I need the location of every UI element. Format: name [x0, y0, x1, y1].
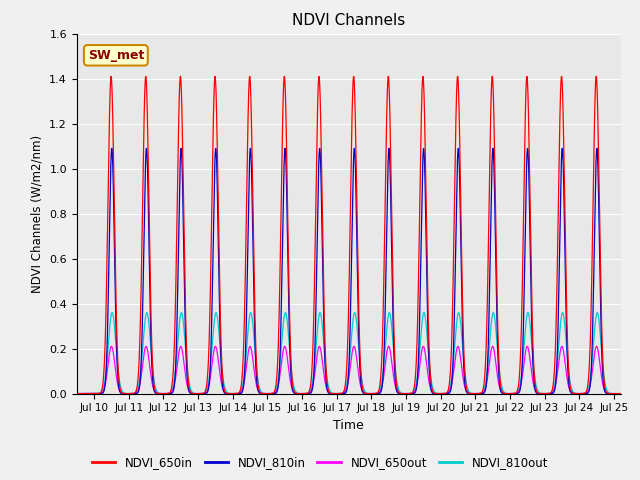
NDVI_650out [91, 391, 99, 396]
Line: NDVI_650in: NDVI_650in [60, 76, 640, 394]
X-axis label: Time: Time [333, 419, 364, 432]
NDVI_810in [58, 391, 66, 396]
NDVI_810out [91, 391, 99, 396]
NDVI_650in [56, 391, 63, 396]
NDVI_810out [614, 391, 621, 396]
NDVI_810in [614, 391, 621, 396]
NDVI_810in [281, 145, 289, 151]
NDVI_650out [171, 379, 179, 385]
Title: NDVI Channels: NDVI Channels [292, 13, 405, 28]
NDVI_810out [56, 391, 63, 396]
NDVI_650in [419, 73, 427, 79]
NDVI_810out [108, 310, 116, 315]
NDVI_810in [80, 391, 88, 396]
NDVI_650in [91, 391, 99, 396]
Y-axis label: NDVI Channels (W/m2/nm): NDVI Channels (W/m2/nm) [31, 134, 44, 293]
NDVI_650in [80, 391, 88, 396]
Line: NDVI_650out: NDVI_650out [60, 347, 640, 394]
NDVI_650out [246, 344, 254, 349]
NDVI_810out [80, 391, 88, 396]
NDVI_810in [91, 391, 99, 396]
NDVI_810out [171, 372, 179, 377]
NDVI_810in [171, 376, 179, 382]
Line: NDVI_810in: NDVI_810in [60, 148, 640, 394]
NDVI_810out [58, 391, 66, 396]
NDVI_650out [80, 391, 88, 396]
Text: SW_met: SW_met [88, 49, 144, 62]
NDVI_650out [56, 391, 63, 396]
NDVI_650in [344, 348, 351, 353]
Legend: NDVI_650in, NDVI_810in, NDVI_650out, NDVI_810out: NDVI_650in, NDVI_810in, NDVI_650out, NDV… [87, 452, 553, 474]
NDVI_650in [58, 391, 66, 396]
NDVI_650out [614, 391, 621, 396]
NDVI_810in [344, 383, 351, 389]
Line: NDVI_810out: NDVI_810out [60, 312, 640, 394]
NDVI_810in [56, 391, 63, 396]
NDVI_650in [171, 323, 179, 328]
NDVI_650out [58, 391, 66, 396]
NDVI_650in [614, 391, 621, 396]
NDVI_810out [344, 377, 351, 383]
NDVI_650out [344, 383, 351, 388]
